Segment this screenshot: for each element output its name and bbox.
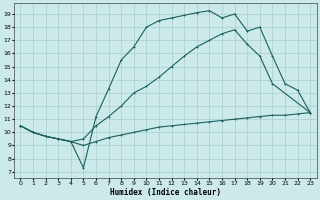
X-axis label: Humidex (Indice chaleur): Humidex (Indice chaleur) [110,188,221,197]
